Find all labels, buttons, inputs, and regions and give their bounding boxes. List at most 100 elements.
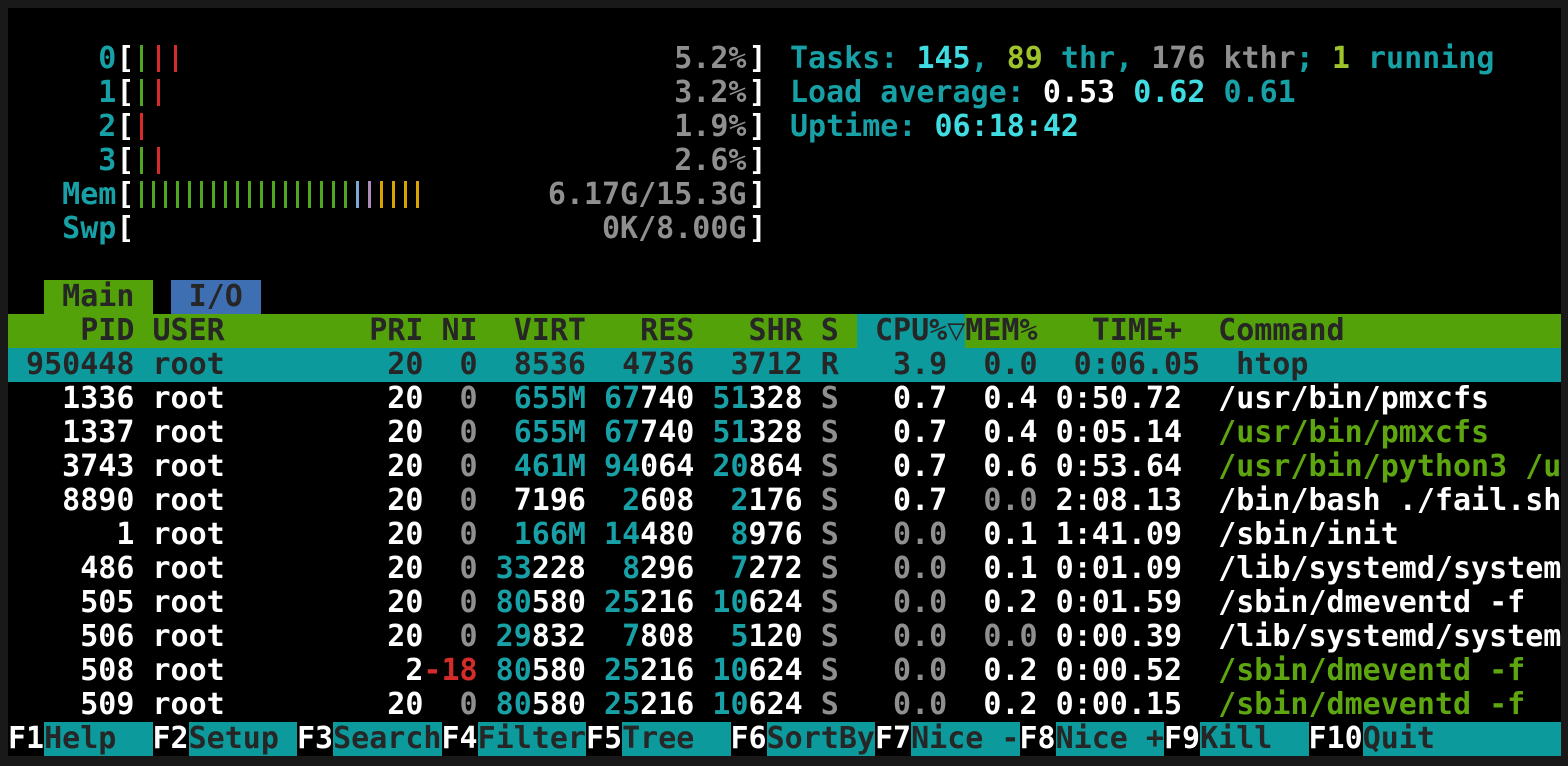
- process-row-486[interactable]: 486 root 20 0 33228 8296 7272 S 0.0 0.1 …: [8, 552, 1561, 586]
- process-cell: 8: [622, 552, 641, 586]
- fn-label-filter[interactable]: Filter: [477, 722, 586, 756]
- meter-open-bracket: [: [116, 110, 135, 144]
- fn-key-F5[interactable]: F5: [586, 722, 623, 756]
- header-columns-right[interactable]: MEM% TIME+ Command: [965, 314, 1561, 348]
- fn-label-nice-minus[interactable]: Nice -: [911, 722, 1020, 756]
- process-cell: 8890 root 20: [8, 484, 424, 518]
- process-row-506[interactable]: 506 root 20 0 29832 7808 5120 S 0.0 0.0 …: [8, 620, 1561, 654]
- process-cell: S: [820, 688, 839, 722]
- uptime-segment: 06:18:42: [934, 110, 1080, 144]
- process-cell: [586, 450, 604, 484]
- process-cell: /usr/bin/pmxcfs: [1182, 416, 1490, 450]
- meter-open-bracket: [: [116, 144, 135, 178]
- tab-main[interactable]: Main: [44, 280, 153, 314]
- process-cell: S: [820, 518, 839, 552]
- process-row-1[interactable]: 1 root 20 0 166M 14480 8976 S 0.0 0.1 1:…: [8, 518, 1561, 552]
- process-row-509[interactable]: 509 root 20 0 80580 25216 10624 S 0.0 0.…: [8, 688, 1561, 722]
- meter-close-bracket: ]: [748, 212, 767, 246]
- tasks-summary-segment: thr: [1042, 42, 1116, 76]
- meter-close-bracket: ]: [748, 42, 767, 76]
- meter-tick: [152, 181, 156, 208]
- process-cell: 80: [495, 654, 532, 688]
- fn-key-F3[interactable]: F3: [297, 722, 334, 756]
- fn-key-F4[interactable]: F4: [441, 722, 478, 756]
- meter-tick: [140, 181, 144, 208]
- process-cell: 20: [712, 450, 749, 484]
- process-cell: 624: [748, 688, 821, 722]
- cpu-0-meter-value: 5.2%: [674, 42, 747, 76]
- fn-key-F6[interactable]: F6: [730, 722, 767, 756]
- process-row-950448[interactable]: 950448 root 20 0 8536 4736 3712 R 3.9 0.…: [8, 348, 1561, 382]
- tasks-summary-segment: Tasks:: [790, 42, 917, 76]
- fn-key-F9[interactable]: F9: [1164, 722, 1201, 756]
- tasks-summary-segment: ,: [970, 42, 1007, 76]
- process-cell: 0.1: [965, 552, 1038, 586]
- process-cell: 0.7: [838, 416, 966, 450]
- header-columns-left[interactable]: PID USER PRI NI VIRT RES SHR S: [8, 314, 857, 348]
- process-cell: 0.0: [838, 620, 966, 654]
- process-cell: 0: [423, 620, 478, 654]
- process-cell: 2: [622, 484, 641, 518]
- tasks-summary: Tasks: 145, 89 thr, 176 kthr; 1 running: [790, 42, 1494, 76]
- meter-tick: [404, 181, 408, 208]
- process-cell: 509 root 20: [8, 688, 424, 722]
- process-cell: 328: [748, 416, 821, 450]
- fn-label-kill[interactable]: Kill: [1200, 722, 1309, 756]
- process-cell: 166M: [513, 518, 586, 552]
- process-cell: 0.6: [965, 450, 1038, 484]
- process-cell: 5: [730, 620, 749, 654]
- fn-label-setup[interactable]: Setup: [188, 722, 297, 756]
- meter-open-bracket: [: [116, 42, 135, 76]
- process-row-508[interactable]: 508 root 2-18 80580 25216 10624 S 0.0 0.…: [8, 654, 1561, 688]
- process-row-8890[interactable]: 8890 root 20 0 7196 2608 2176 S 0.7 0.0 …: [8, 484, 1561, 518]
- process-cell: 0: [423, 586, 478, 620]
- process-cell: 505 root 20: [8, 586, 424, 620]
- fn-label-sortby[interactable]: SortBy: [766, 722, 875, 756]
- htop-terminal: 0[5.2%] 1[3.2%] 2[1.9%] 3[2.6%] Mem[6.17G/15…: [8, 8, 1561, 756]
- fn-label-search[interactable]: Search: [333, 722, 442, 756]
- process-cell: [478, 688, 496, 722]
- mem-meter-label: Mem: [62, 178, 117, 212]
- process-cell: 486 root 20: [8, 552, 424, 586]
- process-cell: 508 root 2: [8, 654, 424, 688]
- meter-tick: [416, 181, 420, 208]
- meter-tick: [212, 181, 216, 208]
- fn-key-F7[interactable]: F7: [875, 722, 912, 756]
- tasks-summary-segment: 145: [916, 42, 971, 76]
- fn-label-nice-plus[interactable]: Nice +: [1055, 722, 1164, 756]
- process-cell: [478, 654, 496, 688]
- process-cell: S: [820, 620, 839, 654]
- spacer: [8, 280, 44, 314]
- fn-key-F1[interactable]: F1: [8, 722, 45, 756]
- process-cell: S: [820, 586, 839, 620]
- tasks-summary-segment: ,: [1115, 42, 1152, 76]
- process-cell: 0:00.15: [1037, 688, 1183, 722]
- meter-tick: [260, 181, 264, 208]
- meter-tick: [308, 181, 312, 208]
- meter-open-bracket: [: [116, 76, 135, 110]
- process-cell: 8: [730, 518, 749, 552]
- spacer: [153, 280, 171, 314]
- process-cell: 0: [423, 688, 478, 722]
- process-row-1337[interactable]: 1337 root 20 0 655M 67740 51328 S 0.7 0.…: [8, 416, 1561, 450]
- process-row-1336[interactable]: 1336 root 20 0 655M 67740 51328 S 0.7 0.…: [8, 382, 1561, 416]
- tasks-summary-segment: 1: [1331, 42, 1350, 76]
- fn-label-quit[interactable]: Quit: [1362, 722, 1561, 756]
- process-row-505[interactable]: 505 root 20 0 80580 25216 10624 S 0.0 0.…: [8, 586, 1561, 620]
- process-cell: /bin/bash ./fail.sh: [1182, 484, 1561, 518]
- meter-tick: [284, 181, 288, 208]
- process-cell: /lib/systemd/system: [1182, 620, 1561, 654]
- tab-io[interactable]: I/O: [170, 280, 261, 314]
- process-row-3743[interactable]: 3743 root 20 0 461M 94064 20864 S 0.7 0.…: [8, 450, 1561, 484]
- sort-column-cpu[interactable]: CPU%▽: [856, 314, 966, 348]
- process-table-header[interactable]: PID USER PRI NI VIRT RES SHR S CPU%▽MEM%…: [8, 314, 1561, 348]
- fn-key-F8[interactable]: F8: [1019, 722, 1056, 756]
- meter-tick: [157, 147, 161, 174]
- meter-tick: [356, 181, 360, 208]
- process-cell: 0.7: [838, 382, 966, 416]
- fn-label-help[interactable]: Help: [44, 722, 153, 756]
- fn-key-F2[interactable]: F2: [152, 722, 189, 756]
- fn-key-F10[interactable]: F10: [1308, 722, 1363, 756]
- fn-label-tree[interactable]: Tree: [622, 722, 731, 756]
- process-cell: 461M: [513, 450, 586, 484]
